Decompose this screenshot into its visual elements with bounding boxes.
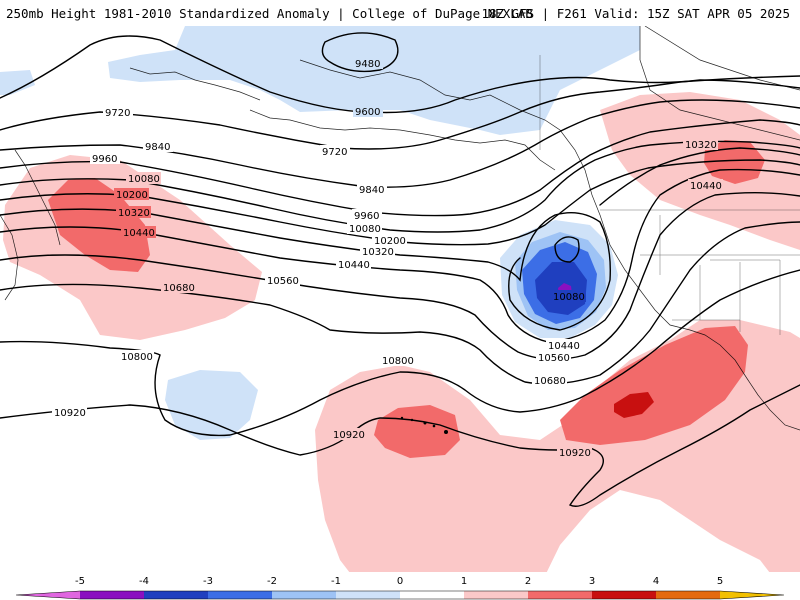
contour-label: 10920 <box>559 448 591 459</box>
contour-label: 10080 <box>128 174 160 185</box>
colorbar-bin-below-minus-5 <box>16 591 80 599</box>
colorbar-tick: -4 <box>139 576 149 587</box>
contour-label: 10320 <box>362 247 394 258</box>
contour-label: 10680 <box>534 376 566 387</box>
contour-label: 9600 <box>355 107 380 118</box>
contour-10680 <box>0 221 800 385</box>
colorbar-tick: 3 <box>589 576 595 587</box>
contour-label: 10320 <box>685 140 717 151</box>
contour-label: 10200 <box>374 236 406 247</box>
contour-10320-low <box>554 236 580 263</box>
colorbar-tick-labels: -5 -4 -3 -2 -1 0 1 2 3 4 5 <box>75 576 723 587</box>
colorbar-bin-minus-4-to-minus-3 <box>144 591 208 599</box>
alaska-light-blue-area <box>108 26 640 135</box>
contour-9600 <box>0 35 800 114</box>
contour-label: 10560 <box>267 276 299 287</box>
colorbar-tick: 5 <box>717 576 723 587</box>
arctic-light-blue-area <box>0 70 35 95</box>
contour-10440 <box>0 168 800 343</box>
colorbar-bin-0-to-1 <box>400 591 464 599</box>
height-contours <box>0 32 800 507</box>
contour-10920 <box>0 384 800 507</box>
political-boundaries <box>539 55 800 335</box>
contour-label: 10680 <box>163 283 195 294</box>
colorbar-tick: 1 <box>461 576 467 587</box>
anomaly-colorbar: -5 -4 -3 -2 -1 0 1 2 3 4 5 <box>0 572 800 600</box>
west-coast-red-area <box>560 326 748 445</box>
colorbar-tick: -1 <box>331 576 341 587</box>
contour-label: 10920 <box>333 430 365 441</box>
colorbar-bin-minus-5-to-minus-4 <box>80 591 144 599</box>
colorbar-bin-minus-2-to-minus-1 <box>272 591 336 599</box>
contour-label: 10440 <box>548 341 580 352</box>
colorbar-bin-4-to-5 <box>656 591 720 599</box>
colorbar-tick: 2 <box>525 576 531 587</box>
colorbar-tick: -5 <box>75 576 85 587</box>
contour-10200 <box>0 159 800 246</box>
contour-10320 <box>0 147 800 331</box>
kamchatka-red-area <box>48 178 150 272</box>
contour-label: 10080 <box>349 224 381 235</box>
contour-label: 10920 <box>54 408 86 419</box>
contour-10800 <box>0 269 800 437</box>
contour-label: 9840 <box>145 142 170 153</box>
contour-label: 9720 <box>322 147 347 158</box>
contour-label: 10560 <box>538 353 570 364</box>
contour-10560 <box>0 192 800 361</box>
colorbar-tick: 4 <box>653 576 659 587</box>
colorbar-bin-minus-3-to-minus-2 <box>208 591 272 599</box>
contour-label: 10800 <box>121 352 153 363</box>
contour-label: 10440 <box>338 260 370 271</box>
contour-label: 9840 <box>359 185 384 196</box>
contour-labels: 9480 9600 9720 9720 9840 9840 9960 9960 … <box>52 57 723 459</box>
colorbar-outline <box>15 590 785 600</box>
contour-label: 10320 <box>118 208 150 219</box>
contour-9960 <box>0 119 800 217</box>
contour-9480 <box>321 32 399 73</box>
colorbar-tick: 0 <box>397 576 403 587</box>
colorbar-tick: -3 <box>203 576 213 587</box>
anomaly-map: 9480 9600 9720 9720 9840 9840 9960 9960 … <box>0 26 800 586</box>
contour-label: 10440 <box>690 181 722 192</box>
map-title: 250mb Height 1981-2010 Standardized Anom… <box>6 6 533 21</box>
contour-label: 10440 <box>123 228 155 239</box>
midpacific-light-blue-area <box>165 370 258 440</box>
colorbar-bin-minus-1-to-0 <box>336 591 400 599</box>
colorbar-bin-3-to-4 <box>592 591 656 599</box>
colorbar-bin-1-to-2 <box>464 591 528 599</box>
colorbar-bin-above-5 <box>720 591 784 599</box>
colorbar-bins <box>16 591 784 599</box>
contour-label: 10200 <box>116 190 148 201</box>
west-coast-dark-red-center <box>614 392 654 418</box>
colorbar-tick: -2 <box>267 576 277 587</box>
map-header: 250mb Height 1981-2010 Standardized Anom… <box>0 0 800 26</box>
contour-label-low-center: 10080 <box>553 292 585 303</box>
contour-label: 9960 <box>354 211 379 222</box>
contour-label: 9720 <box>105 108 130 119</box>
contour-label: 9960 <box>92 154 117 165</box>
canada-red-area <box>704 140 765 184</box>
model-valid-time: 18Z GFS | F261 Valid: 15Z SAT APR 05 202… <box>481 6 790 21</box>
colorbar-bin-2-to-3 <box>528 591 592 599</box>
baja-small-light-red <box>752 360 768 378</box>
contour-label: 10800 <box>382 356 414 367</box>
contour-label: 9480 <box>355 59 380 70</box>
